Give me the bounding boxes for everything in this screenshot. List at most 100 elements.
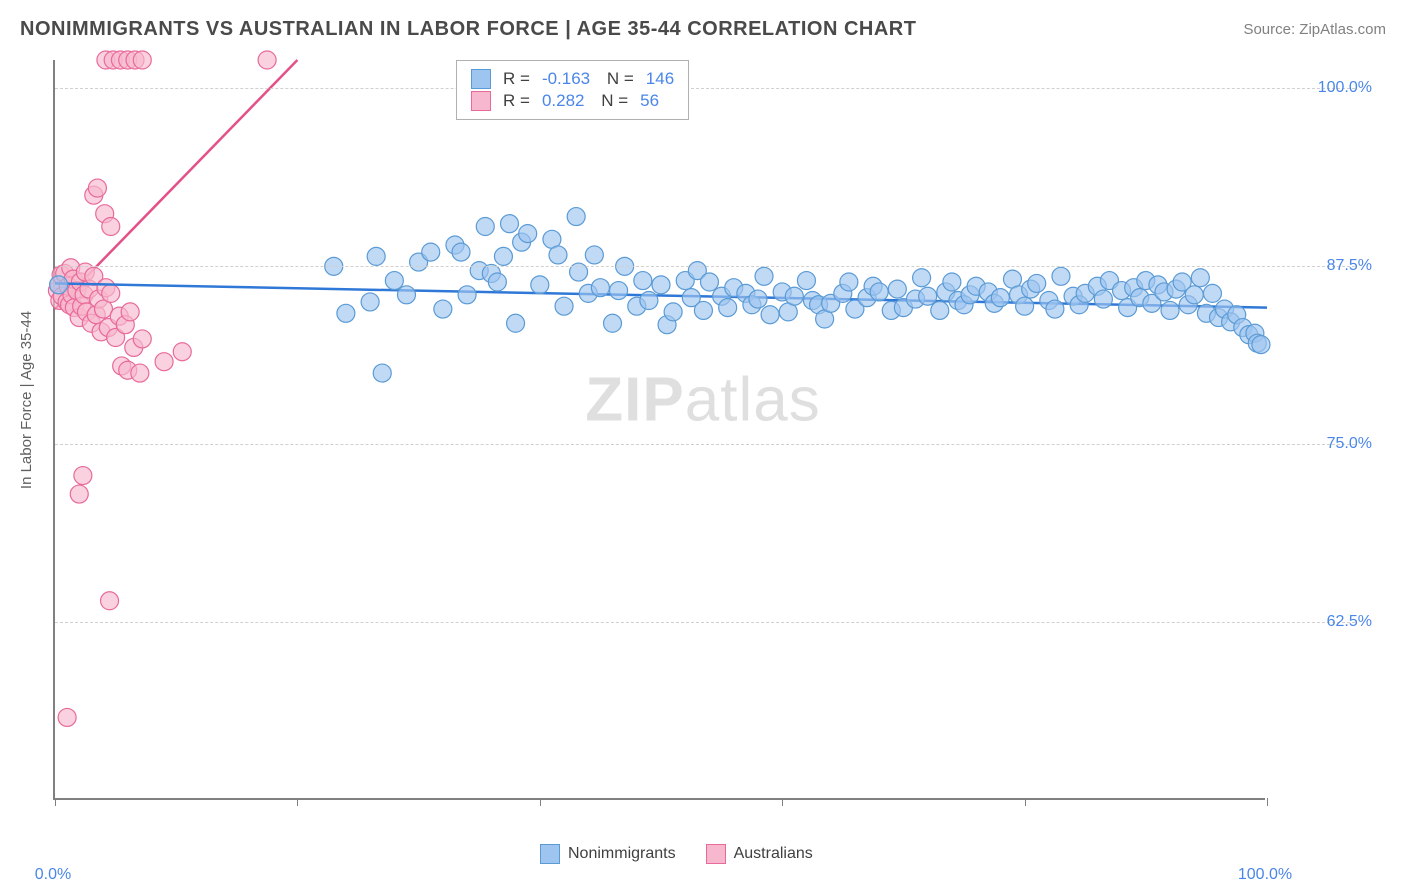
legend-label-australians: Australians [734,845,813,863]
point-australians [133,330,151,348]
point-nonimmigrants [785,287,803,305]
point-australians [173,343,191,361]
x-tick-mark [540,798,541,806]
swatch-blue [471,69,491,89]
swatch-pink-icon [706,844,726,864]
point-nonimmigrants [1052,267,1070,285]
point-nonimmigrants [494,247,512,265]
point-nonimmigrants [1203,284,1221,302]
point-nonimmigrants [870,283,888,301]
legend-n-value-0: 146 [646,69,674,89]
point-nonimmigrants [531,276,549,294]
point-nonimmigrants [1191,269,1209,287]
x-tick-mark [782,798,783,806]
y-tick-label: 62.5% [1327,613,1372,631]
point-australians [101,592,119,610]
point-australians [74,467,92,485]
point-nonimmigrants [1016,297,1034,315]
point-nonimmigrants [610,282,628,300]
legend-item-australians: Australians [706,844,813,864]
correlation-legend: R = -0.163 N = 146 R = 0.282 N = 56 [456,60,689,120]
point-nonimmigrants [367,247,385,265]
point-nonimmigrants [694,301,712,319]
x-tick-mark [297,798,298,806]
gridline-h [55,88,1355,89]
point-nonimmigrants [652,276,670,294]
x-tick-mark [1267,798,1268,806]
point-nonimmigrants [452,243,470,261]
point-nonimmigrants [913,269,931,287]
y-axis-label: In Labor Force | Age 35-44 [18,311,35,489]
point-nonimmigrants [458,286,476,304]
y-tick-label: 87.5% [1327,257,1372,275]
point-australians [258,51,276,69]
point-nonimmigrants [1252,336,1270,354]
x-tick-0: 0.0% [35,866,71,884]
point-australians [70,485,88,503]
x-tick-mark [55,798,56,806]
plot-area [53,60,1265,800]
point-australians [102,218,120,236]
point-nonimmigrants [567,208,585,226]
source-attribution: Source: ZipAtlas.com [1243,21,1386,38]
point-nonimmigrants [501,215,519,233]
legend-n-label: N = [602,69,634,89]
point-nonimmigrants [385,272,403,290]
legend-r-label: R = [503,69,530,89]
legend-n-value-1: 56 [640,91,659,111]
point-nonimmigrants [931,301,949,319]
point-nonimmigrants [700,273,718,291]
header: NONIMMIGRANTS VS AUSTRALIAN IN LABOR FOR… [20,18,1386,41]
point-nonimmigrants [434,300,452,318]
point-nonimmigrants [488,273,506,291]
point-nonimmigrants [591,279,609,297]
plot-svg [55,60,1265,798]
gridline-h [55,622,1355,623]
point-nonimmigrants [919,287,937,305]
point-nonimmigrants [519,225,537,243]
chart-title: NONIMMIGRANTS VS AUSTRALIAN IN LABOR FOR… [20,18,916,41]
point-nonimmigrants [1094,290,1112,308]
point-nonimmigrants [555,297,573,315]
point-nonimmigrants [337,304,355,322]
point-nonimmigrants [761,306,779,324]
point-nonimmigrants [397,286,415,304]
y-tick-label: 100.0% [1318,79,1372,97]
point-nonimmigrants [604,314,622,332]
point-nonimmigrants [664,303,682,321]
legend-r-value-0: -0.163 [542,69,590,89]
point-nonimmigrants [719,299,737,317]
point-nonimmigrants [755,267,773,285]
legend-n-label: N = [596,91,628,111]
swatch-blue-icon [540,844,560,864]
point-nonimmigrants [888,280,906,298]
point-nonimmigrants [549,246,567,264]
point-nonimmigrants [991,289,1009,307]
gridline-h [55,266,1355,267]
point-nonimmigrants [507,314,525,332]
point-nonimmigrants [50,276,68,294]
point-nonimmigrants [476,218,494,236]
point-australians [121,303,139,321]
point-nonimmigrants [943,273,961,291]
chart-container: NONIMMIGRANTS VS AUSTRALIAN IN LABOR FOR… [0,0,1406,892]
point-australians [131,364,149,382]
point-nonimmigrants [373,364,391,382]
gridline-h [55,444,1355,445]
swatch-pink [471,91,491,111]
point-nonimmigrants [749,290,767,308]
point-nonimmigrants [634,272,652,290]
point-australians [58,708,76,726]
y-tick-label: 75.0% [1327,435,1372,453]
point-nonimmigrants [422,243,440,261]
point-australians [88,179,106,197]
point-australians [102,284,120,302]
x-tick-100: 100.0% [1238,866,1292,884]
point-nonimmigrants [585,246,603,264]
series-legend: Nonimmigrants Australians [540,844,813,864]
point-nonimmigrants [840,273,858,291]
legend-row-australians: R = 0.282 N = 56 [471,91,674,111]
point-nonimmigrants [797,272,815,290]
point-nonimmigrants [1185,286,1203,304]
point-nonimmigrants [1028,274,1046,292]
